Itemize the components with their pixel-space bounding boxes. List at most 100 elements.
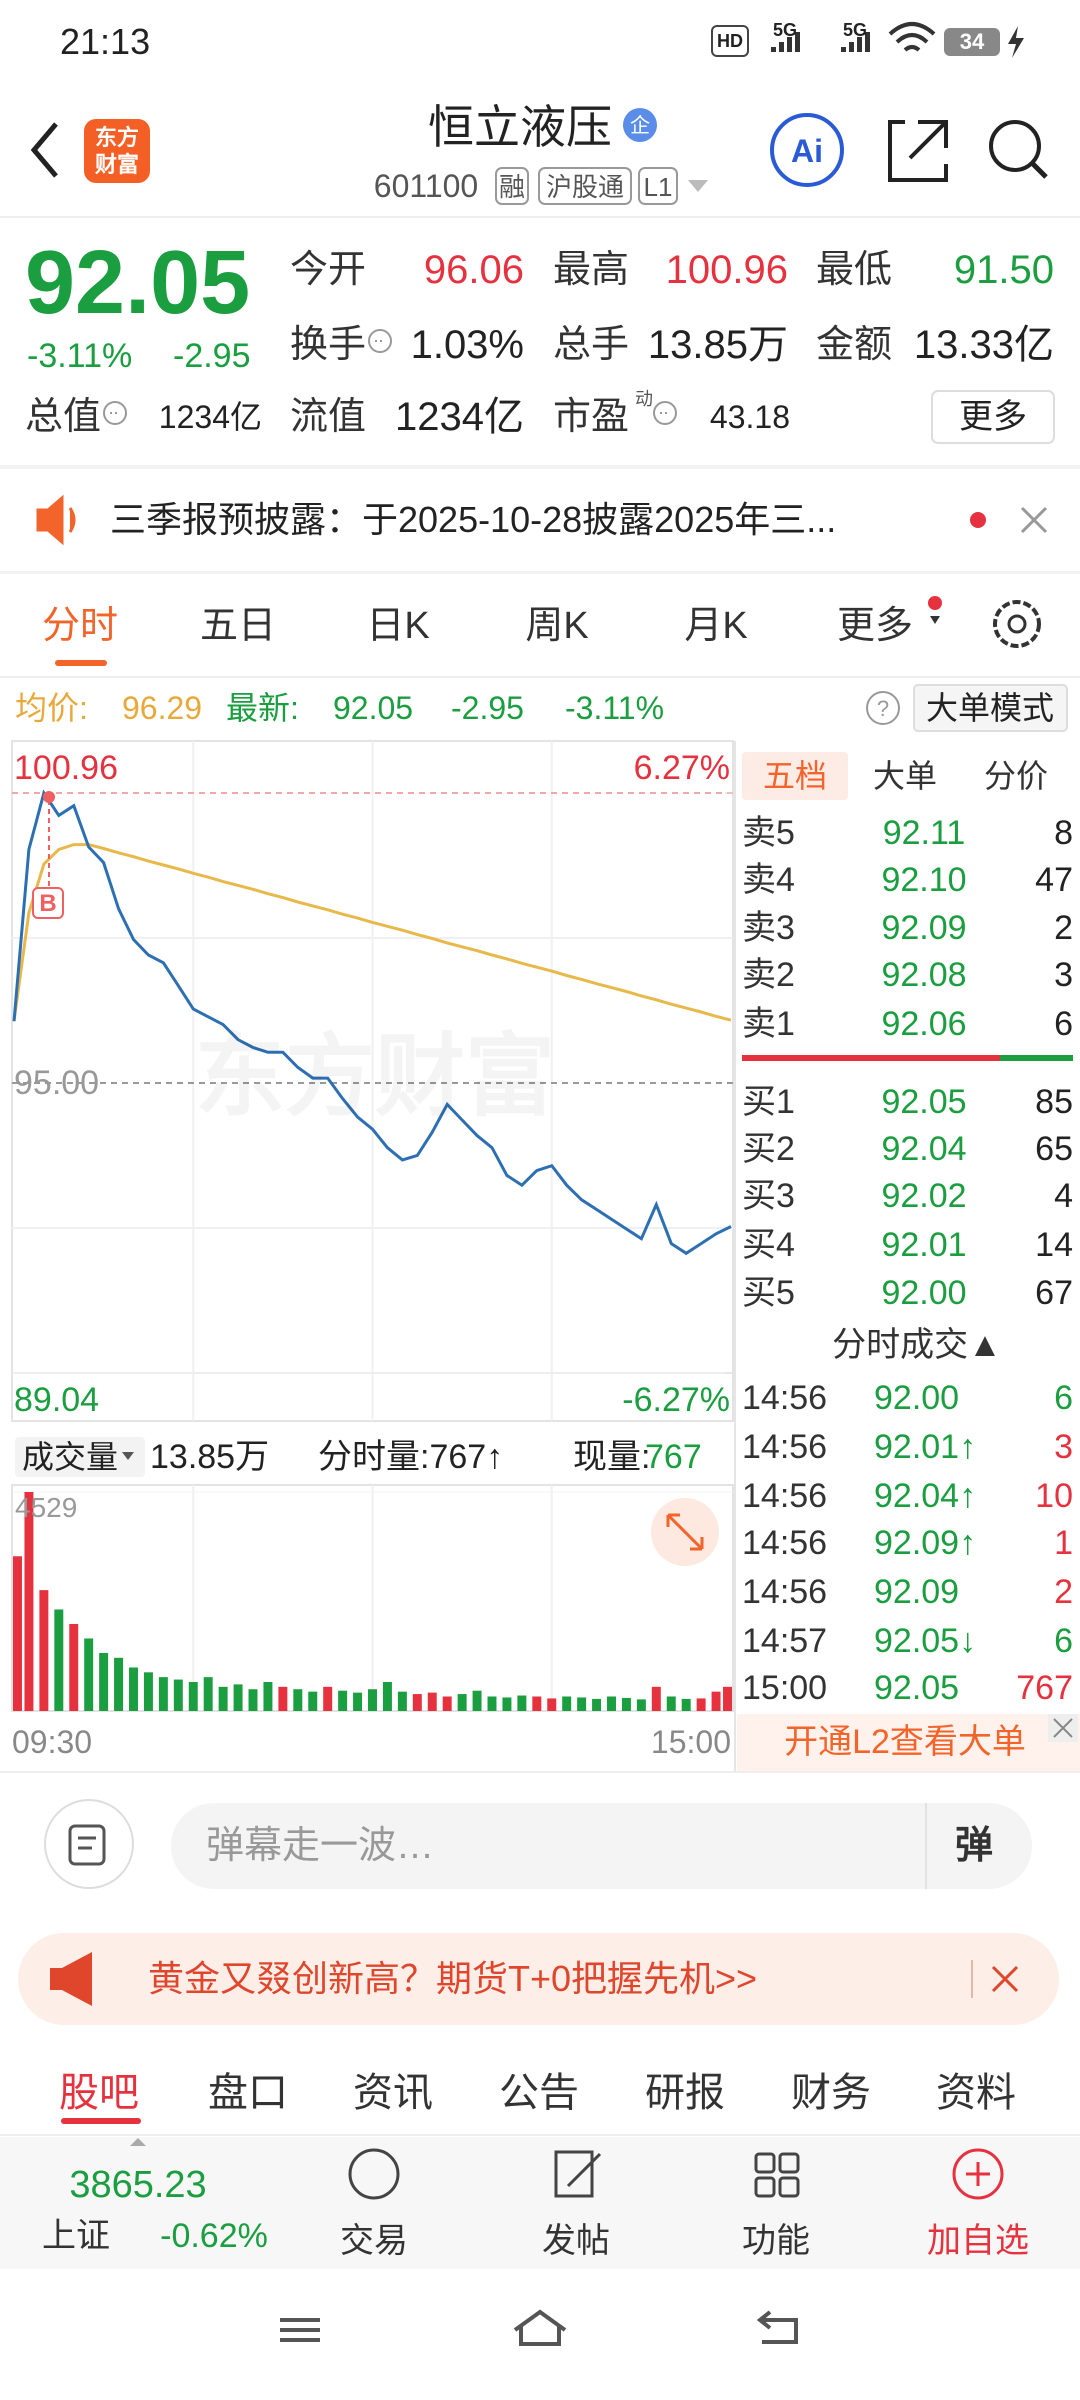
book-price: 92.10 <box>881 861 967 899</box>
volume-bar <box>592 1698 602 1711</box>
chart-tab[interactable]: 月K <box>684 605 748 647</box>
content-tab[interactable]: 财务 <box>791 2071 871 2115</box>
y-tick-label: 95.00 <box>14 1064 100 1102</box>
post-icon <box>554 2150 602 2198</box>
volume-bar <box>547 1698 557 1711</box>
book-level: 卖3 <box>742 909 795 947</box>
back-key[interactable] <box>756 2310 798 2344</box>
content-tab[interactable]: 资讯 <box>353 2071 433 2115</box>
dropdown-icon[interactable] <box>688 180 708 192</box>
volume-bar <box>293 1689 303 1711</box>
book-level: 买5 <box>742 1274 795 1312</box>
content-tab[interactable]: 公告 <box>499 2071 579 2115</box>
nav-item[interactable]: 发帖 <box>542 2222 610 2260</box>
volume-bar <box>323 1686 333 1711</box>
danmaku-button[interactable]: 弹 <box>954 1825 994 1867</box>
volume-bar <box>308 1691 318 1711</box>
stat-value: 96.06 <box>423 248 524 292</box>
nav-item[interactable]: 加自选 <box>927 2222 1029 2260</box>
book-tab[interactable]: 分价 <box>983 758 1049 794</box>
ad-close[interactable] <box>991 1965 1019 1993</box>
book-qty: 4 <box>1054 1177 1073 1215</box>
stat-label: 最低 <box>816 249 893 291</box>
index-caret <box>130 2138 146 2146</box>
more-button <box>931 390 1055 444</box>
volume-bar <box>427 1692 437 1711</box>
stat-value: 13.85万 <box>647 323 788 367</box>
content-tab[interactable]: 盘口 <box>208 2071 288 2115</box>
chart-tab[interactable]: 分时 <box>41 605 119 647</box>
nav-item[interactable]: 功能 <box>742 2222 810 2260</box>
buy-marker-label: B <box>39 890 57 917</box>
avg-line <box>12 843 732 1022</box>
volume-bar <box>84 1638 94 1711</box>
volume-bar <box>636 1699 646 1711</box>
trade-qty: 767 <box>1016 1669 1073 1707</box>
book-level: 卖2 <box>742 956 795 994</box>
x-label: 09:30 <box>12 1724 93 1760</box>
nav-item[interactable]: 交易 <box>340 2222 408 2260</box>
book-level: 卖5 <box>742 814 795 852</box>
volume-title[interactable]: 成交量 <box>22 1439 119 1475</box>
stat-value: 1.03% <box>410 323 524 367</box>
trade-qty: 2 <box>1054 1573 1073 1611</box>
book-tab[interactable]: 五档 <box>762 758 828 794</box>
notice-dot <box>970 512 986 528</box>
search-handle <box>1030 161 1048 179</box>
help-icon <box>866 691 900 725</box>
content-tab-underline <box>61 2118 141 2124</box>
settings-button[interactable] <box>993 600 1041 648</box>
volume-bar <box>143 1672 153 1711</box>
chart-tab[interactable]: 更多 <box>836 605 914 647</box>
volume-bar <box>233 1684 243 1711</box>
volume-bar <box>158 1677 168 1711</box>
trade-time: 14:57 <box>742 1622 828 1660</box>
trade-qty: 3 <box>1054 1428 1073 1466</box>
ad-text[interactable]: 黄金又叕创新高？期货T+0把握先机>> <box>148 1958 758 1999</box>
volume-bar <box>442 1696 452 1711</box>
signal-bar <box>787 37 792 52</box>
book-qty: 2 <box>1054 909 1073 947</box>
share-button[interactable] <box>888 120 948 182</box>
home-key[interactable] <box>513 2309 567 2346</box>
book-level: 买4 <box>742 1226 795 1264</box>
search-button[interactable] <box>989 120 1041 172</box>
volume-bar <box>13 1556 22 1711</box>
l2-close-x <box>1053 1718 1073 1738</box>
content-tab[interactable]: 资料 <box>936 2071 1016 2115</box>
index-value[interactable]: 3865.23 <box>69 2164 207 2206</box>
volume-bar <box>338 1690 348 1711</box>
book-tab[interactable]: 大单 <box>872 758 938 794</box>
chart-tab[interactable]: 五日 <box>199 605 277 647</box>
comment-placeholder[interactable]: 弹幕走一波… <box>206 1825 435 1867</box>
x-label: 15:00 <box>650 1724 731 1760</box>
l2-banner-text[interactable]: 开通L2查看大单 <box>784 1723 1026 1761</box>
logo <box>84 119 150 183</box>
volume-bar <box>472 1690 482 1711</box>
volume-bar <box>263 1681 273 1711</box>
notice-close[interactable] <box>1020 506 1048 534</box>
ai-button[interactable] <box>770 113 844 187</box>
badge-text: 企 <box>630 115 650 137</box>
comment-icon-button[interactable] <box>44 1799 134 1889</box>
ai-label[interactable]: Ai <box>791 133 823 169</box>
content-tab[interactable]: 股吧 <box>59 2071 139 2115</box>
more-button-label[interactable]: 更多 <box>959 398 1027 436</box>
battery <box>944 28 1000 56</box>
notice-text[interactable]: 三季报预披露：于2025-10-28披露2025年三... <box>110 499 837 540</box>
back-button[interactable] <box>30 122 58 178</box>
stat-label: 流值 <box>290 396 367 438</box>
chart-tab[interactable]: 日K <box>366 605 430 647</box>
speaker-icon <box>36 494 76 546</box>
volume-bar <box>397 1691 407 1711</box>
stat-value: 1234亿 <box>395 395 524 439</box>
content-tab[interactable]: 研报 <box>645 2071 725 2115</box>
chart-tab[interactable]: 周K <box>525 605 589 647</box>
stat-value: 91.50 <box>953 248 1054 292</box>
y2-tick-label: -6.27% <box>622 1381 730 1419</box>
mode-label[interactable]: 大单模式 <box>925 690 1055 726</box>
volume-bar <box>532 1696 542 1711</box>
trade-time: 14:56 <box>742 1477 828 1515</box>
stat-value: 1234亿 <box>158 399 262 435</box>
